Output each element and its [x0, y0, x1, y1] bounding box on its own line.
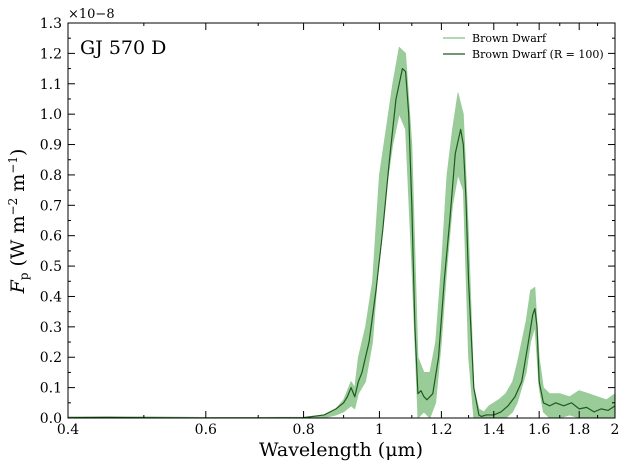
y-tick-label: 0.5 — [40, 259, 62, 275]
legend: Brown Dwarf Brown Dwarf (R = 100) — [443, 32, 604, 61]
x-tick-label: 1.6 — [528, 422, 550, 438]
y-tick-label: 1.2 — [40, 46, 62, 62]
legend-label-brown-dwarf-r100: Brown Dwarf (R = 100) — [472, 48, 604, 61]
x-tick-label: 2 — [611, 422, 620, 438]
y-tick-label: 0.0 — [40, 411, 62, 427]
x-tick-label: 1.2 — [430, 422, 452, 438]
y-tick-label: 0.8 — [40, 168, 62, 184]
y-tick-label: 0.3 — [40, 320, 62, 336]
series-line-brown-dwarf-r100 — [68, 67, 615, 418]
annotation-label: GJ 570 D — [80, 37, 166, 59]
plot-frame — [67, 22, 616, 419]
x-axis-title: Wavelength (μm) — [259, 439, 423, 461]
y-tick-label: 1.0 — [40, 107, 62, 123]
x-tick-label: 0.4 — [57, 422, 79, 438]
x-tick-label: 0.6 — [195, 422, 217, 438]
y-tick-label: 1.1 — [40, 77, 62, 93]
y-tick-label: 0.6 — [40, 229, 62, 245]
y-tick-label: 0.9 — [40, 138, 62, 154]
series-band-brown-dwarf — [68, 46, 615, 418]
x-tick-label: 1 — [375, 422, 384, 438]
y-tick-label: 0.4 — [40, 289, 62, 305]
y-tick-label: 1.3 — [40, 16, 62, 32]
y-tick-label: 0.7 — [40, 198, 62, 214]
y-tick-label: 0.2 — [40, 350, 62, 366]
y-multiplier: ×10−8 — [68, 7, 115, 22]
axes: 0.4 0.6 0.8 1 1.2 1.4 1.6 1.8 2 0.0 0.1 0.2 0.3 0.4 0.… — [40, 16, 620, 438]
x-tick-label: 1.8 — [568, 422, 590, 438]
plot-area — [68, 46, 615, 418]
x-tick-label: 1.4 — [483, 422, 505, 438]
x-tick-label: 0.8 — [292, 422, 314, 438]
legend-label-brown-dwarf: Brown Dwarf — [472, 32, 547, 45]
y-axis-title: Fp (W m−2 m−1) — [6, 149, 31, 295]
y-tick-label: 0.1 — [40, 381, 62, 397]
